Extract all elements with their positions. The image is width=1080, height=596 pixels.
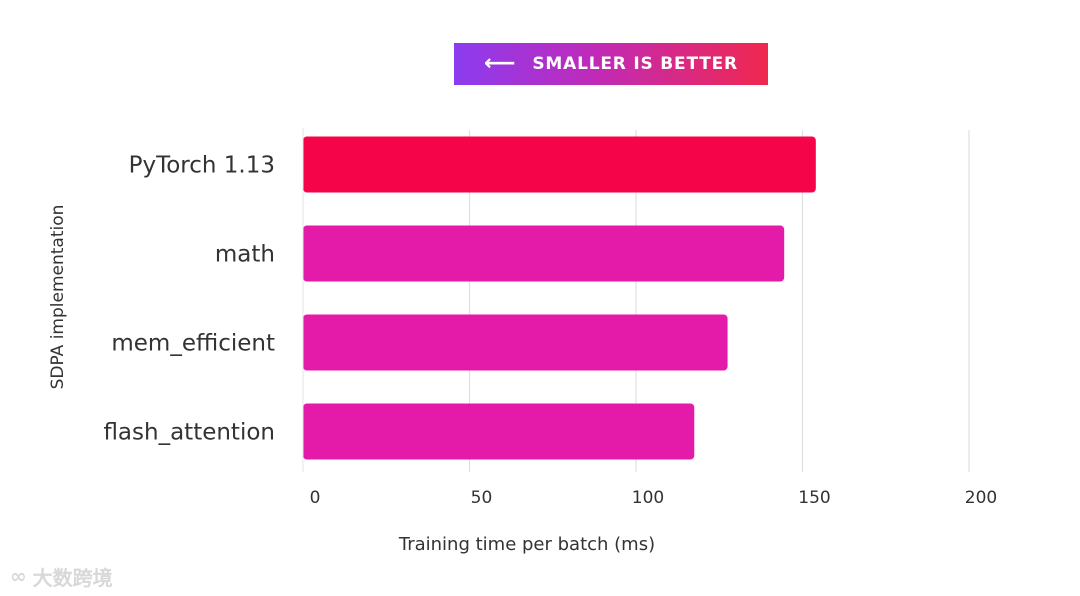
watermark: ∞ 大数跨境 bbox=[10, 562, 113, 590]
ribbon-logo-icon: ∞ bbox=[10, 564, 27, 588]
left-arrow-icon: ⟵ bbox=[484, 51, 517, 76]
x-tick-label-150: 150 bbox=[798, 488, 830, 508]
x-tick-label-200: 200 bbox=[965, 488, 997, 508]
x-tick-label-100: 100 bbox=[632, 488, 664, 508]
category-label: math bbox=[215, 242, 275, 268]
y-axis-title: SDPA implementation bbox=[48, 205, 68, 390]
bar-flash-attention bbox=[303, 403, 695, 460]
watermark-text: 大数跨境 bbox=[32, 565, 113, 590]
category-label: PyTorch 1.13 bbox=[129, 153, 275, 179]
x-tick-label-50: 50 bbox=[471, 488, 493, 508]
x-tick-label-0: 0 bbox=[310, 488, 321, 508]
bar-math bbox=[303, 225, 785, 282]
bar-mem-efficient bbox=[303, 314, 728, 371]
category-label: mem_efficient bbox=[111, 331, 275, 357]
bar-pytorch-1-13 bbox=[303, 136, 816, 193]
smaller-is-better-banner: ⟵ SMALLER IS BETTER bbox=[454, 43, 768, 85]
category-label: flash_attention bbox=[103, 420, 275, 446]
banner-text: SMALLER IS BETTER bbox=[532, 54, 738, 74]
x-axis-title: Training time per batch (ms) bbox=[398, 534, 655, 555]
